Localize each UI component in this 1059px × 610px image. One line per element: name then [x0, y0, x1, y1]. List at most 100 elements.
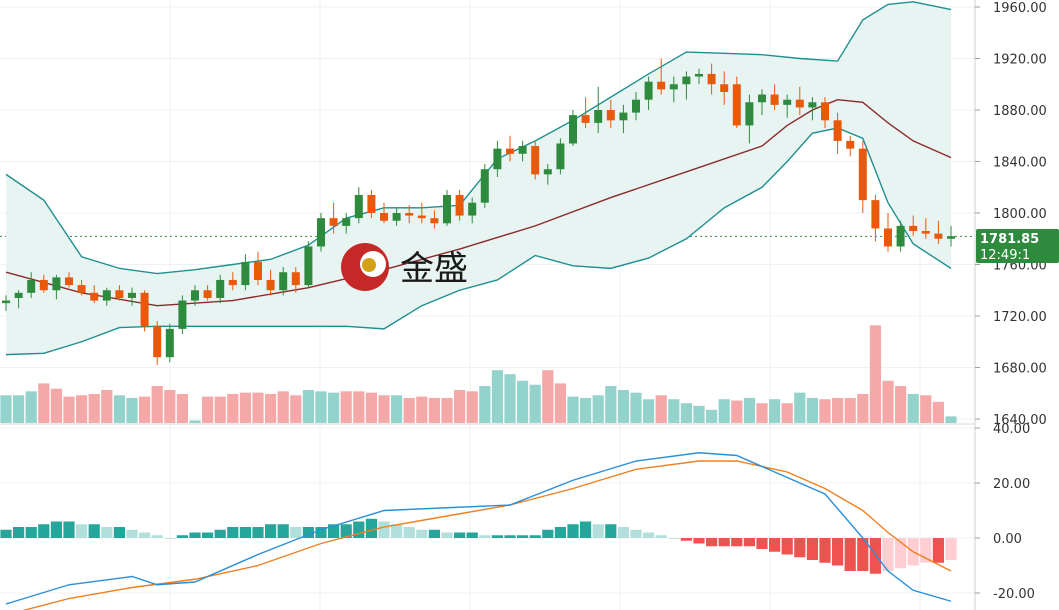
- candle-body: [871, 200, 880, 229]
- volume-bar: [239, 392, 251, 423]
- volume-bar: [617, 390, 629, 423]
- candle-body: [619, 112, 628, 121]
- candle-body: [657, 81, 666, 90]
- macd-histogram-bar: [668, 538, 680, 539]
- candle-body: [304, 246, 313, 286]
- macd-histogram-bar: [529, 535, 541, 538]
- candle-body: [254, 261, 262, 280]
- macd-histogram-bar: [630, 529, 642, 538]
- price-axis-bg: [975, 0, 1059, 610]
- macd-histogram-bar: [25, 527, 37, 538]
- volume-bar: [819, 399, 831, 423]
- macd-histogram-bar: [567, 524, 579, 538]
- macd-histogram-bar: [202, 532, 214, 538]
- candle-body: [745, 102, 754, 126]
- macd-histogram-bar: [340, 524, 352, 538]
- volume-bar: [743, 397, 755, 423]
- macd-histogram-bar: [542, 529, 554, 538]
- macd-histogram-bar: [580, 521, 592, 538]
- candle-body: [27, 279, 36, 293]
- candle-body: [165, 328, 174, 358]
- macd-histogram-bar: [718, 538, 730, 547]
- macd-histogram-bar: [328, 524, 340, 538]
- volume-bar: [517, 380, 529, 423]
- candle-body: [14, 292, 23, 298]
- candle-body: [669, 84, 678, 90]
- candle-body: [934, 233, 943, 239]
- volume-bar: [328, 392, 340, 423]
- candle-body: [506, 148, 514, 154]
- macd-histogram-bar: [706, 538, 718, 547]
- macd-histogram-bar: [769, 538, 781, 552]
- candle-body: [720, 84, 729, 92]
- candle-body: [480, 169, 489, 203]
- volume-bar: [756, 403, 768, 423]
- last-price-tag-bg: [976, 229, 1059, 263]
- candle-body: [531, 146, 540, 175]
- volume-bar: [277, 391, 289, 423]
- macd-histogram-bar: [403, 527, 415, 538]
- macd-histogram-bar: [756, 538, 768, 549]
- candle-body: [821, 102, 829, 121]
- candle-body: [241, 261, 250, 286]
- candle-body: [228, 279, 237, 286]
- candle-body: [380, 213, 388, 221]
- price-tick-label: 1640.00: [993, 413, 1047, 428]
- macd-histogram-bar: [491, 535, 503, 538]
- volume-bar: [164, 390, 176, 423]
- candle-body: [140, 292, 149, 327]
- candle-body: [392, 213, 401, 221]
- volume-bar: [567, 396, 579, 423]
- macd-histogram-bar: [290, 527, 302, 538]
- macd-histogram-bar: [454, 532, 466, 538]
- macd-histogram-bar: [819, 538, 831, 563]
- candle-body: [682, 76, 691, 85]
- macd-histogram-bar: [517, 535, 529, 538]
- volume-bar: [680, 403, 692, 423]
- volume-bar: [643, 399, 655, 423]
- macd-histogram-bar: [63, 521, 75, 538]
- volume-bar: [189, 420, 201, 423]
- volume-bar: [857, 393, 869, 423]
- volume-bar: [945, 416, 957, 423]
- macd-histogram-bar: [139, 532, 151, 538]
- candle-body: [770, 94, 779, 105]
- macd-histogram-bar: [693, 538, 705, 544]
- macd-tick-label: 20.00: [993, 477, 1030, 492]
- volume-bar: [832, 397, 844, 423]
- volume-bar: [781, 403, 793, 423]
- volume-bar: [88, 393, 100, 423]
- volume-bar: [554, 383, 566, 423]
- candle-body: [569, 115, 577, 144]
- volume-bar: [25, 391, 37, 423]
- macd-histogram-bar: [101, 527, 113, 538]
- volume-bar: [895, 386, 907, 423]
- volume-bar: [932, 401, 944, 423]
- candle-body: [606, 110, 615, 121]
- candle-body: [581, 115, 590, 123]
- candle-body: [795, 99, 804, 108]
- candle-body: [291, 272, 300, 286]
- macd-histogram-bar: [277, 524, 289, 538]
- macd-histogram-bar: [302, 527, 314, 538]
- candle-body: [417, 215, 426, 219]
- candle-body: [783, 99, 792, 105]
- volume-bar: [668, 399, 680, 423]
- volume-bar: [63, 396, 75, 423]
- macd-histogram-bar: [479, 535, 491, 538]
- candle-body: [846, 140, 855, 149]
- candle-body: [732, 84, 741, 126]
- macd-histogram-bar: [428, 529, 440, 538]
- volume-bar: [869, 325, 881, 423]
- logo-text: 金盛: [400, 249, 468, 289]
- volume-bar: [542, 370, 554, 423]
- volume-bar: [731, 400, 743, 423]
- volume-bar: [315, 391, 327, 423]
- candle-body: [947, 236, 955, 239]
- price-tick-label: 1920.00: [993, 53, 1047, 68]
- volume-bar: [126, 397, 138, 423]
- macd-histogram-bar: [731, 538, 743, 547]
- candle-body: [430, 218, 439, 224]
- volume-bar: [290, 395, 302, 423]
